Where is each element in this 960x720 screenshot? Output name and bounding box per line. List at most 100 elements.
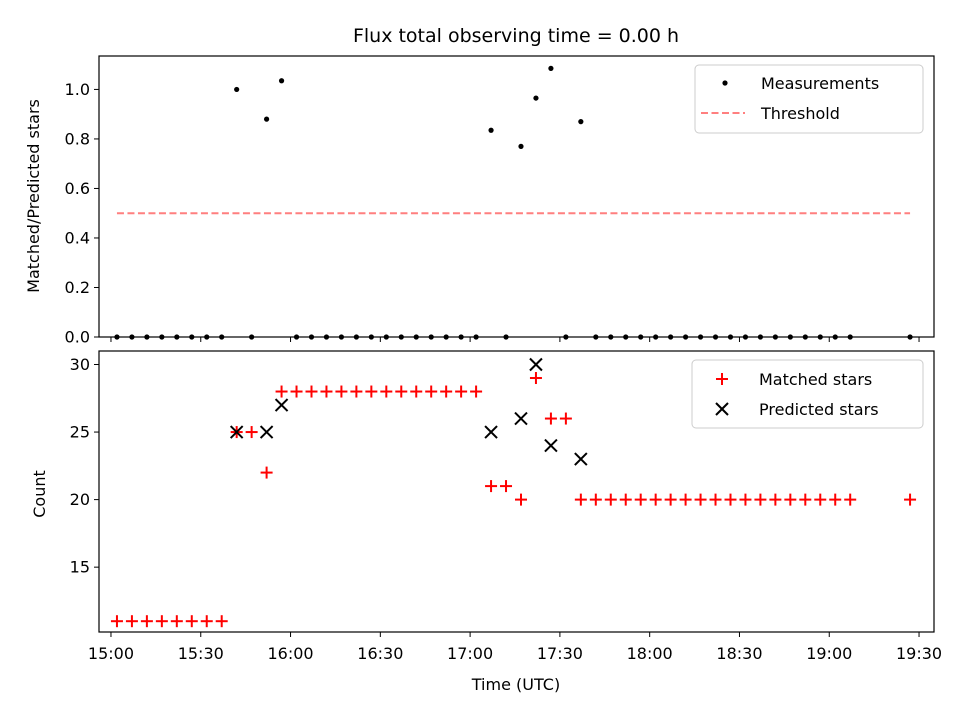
top-y-tick-label: 1.0 <box>65 80 90 99</box>
matched-star-point <box>425 385 438 398</box>
bottom-plot-marks <box>110 357 917 628</box>
matched-star-point <box>290 385 303 398</box>
matched-star-point <box>365 385 378 398</box>
matched-star-point <box>559 412 572 425</box>
matched-star-point <box>320 385 333 398</box>
legend-predicted-label: Predicted stars <box>759 400 879 419</box>
matched-star-point <box>275 385 288 398</box>
top-axes-frame <box>98 55 935 338</box>
matched-star-point <box>544 412 557 425</box>
top-legend: Measurements Threshold <box>694 64 924 134</box>
top-y-tick-label: 0.6 <box>65 179 90 198</box>
matched-star-point <box>904 493 917 506</box>
bottom-x-tick-label: 19:30 <box>896 644 942 663</box>
bottom-x-ticks: 15:00 15:30 16:00 16:30 17:00 17:30 18:00 18:30… <box>88 632 942 663</box>
top-y-ticks: 0.0 0.2 0.4 0.6 0.8 1.0 <box>65 80 99 347</box>
matched-star-point <box>529 372 542 385</box>
matched-star-point <box>380 385 393 398</box>
matched-star-point <box>455 385 468 398</box>
measurement-point <box>278 78 285 84</box>
legend-threshold-label: Threshold <box>760 104 840 123</box>
bottom-x-tick-label: 15:30 <box>178 644 224 663</box>
predicted-star-point <box>259 425 274 439</box>
bottom-y-tick-label: 30 <box>70 355 90 374</box>
matched-star-point <box>784 493 797 506</box>
bottom-y-tick-label: 20 <box>70 490 90 509</box>
matched-star-point <box>739 493 752 506</box>
top-panel: Flux total observing time = 0.00 h 0.00.… <box>24 25 935 347</box>
bottom-legend: Matched stars Predicted stars <box>691 359 924 429</box>
legend-matched-marker <box>716 373 728 385</box>
matched-star-point <box>155 615 168 628</box>
matched-star-point <box>814 493 827 506</box>
bottom-axes-frame <box>98 350 935 633</box>
matched-star-point <box>724 493 737 506</box>
matched-star-point <box>500 480 513 493</box>
bottom-x-tick-label: 16:00 <box>267 644 313 663</box>
matched-star-point <box>829 493 842 506</box>
bottom-x-tick-label: 19:00 <box>806 644 852 663</box>
bottom-x-axis-label: Time (UTC) <box>471 675 560 694</box>
legend-measurements-label: Measurements <box>761 74 879 93</box>
matched-star-point <box>769 493 782 506</box>
top-x-ticks <box>110 337 920 342</box>
legend-measurements-marker <box>722 80 728 86</box>
matched-star-point <box>125 615 138 628</box>
matched-star-point <box>440 385 453 398</box>
matched-star-point <box>470 385 483 398</box>
measurement-point <box>518 143 524 149</box>
predicted-star-point <box>529 357 543 372</box>
matched-star-point <box>634 493 647 506</box>
bottom-legend-box <box>691 359 924 429</box>
matched-star-point <box>185 615 198 628</box>
bottom-x-tick-label: 17:30 <box>537 644 583 663</box>
predicted-star-point <box>544 438 558 453</box>
matched-star-point <box>170 615 183 628</box>
legend-matched-label: Matched stars <box>759 370 872 389</box>
matched-star-point <box>410 385 423 398</box>
bottom-x-tick-label: 18:00 <box>627 644 673 663</box>
matched-star-point <box>200 615 213 628</box>
matched-star-point <box>799 493 812 506</box>
matched-star-point <box>844 493 857 506</box>
matched-star-point <box>110 615 123 628</box>
top-y-tick-label: 0.2 <box>65 278 90 297</box>
legend-predicted-marker <box>715 402 729 416</box>
matched-star-point <box>350 385 363 398</box>
matched-star-point <box>589 493 602 506</box>
matched-star-point <box>245 426 258 439</box>
predicted-star-point <box>574 452 588 466</box>
matched-star-point <box>664 493 677 506</box>
measurement-point <box>548 65 554 71</box>
top-y-axis-label: Matched/Predicted stars <box>24 99 43 293</box>
matched-star-point <box>485 480 498 493</box>
bottom-x-tick-label: 16:30 <box>357 644 403 663</box>
matched-star-point <box>754 493 767 506</box>
measurement-point <box>578 119 584 125</box>
matched-star-point <box>335 385 348 398</box>
matched-star-point <box>679 493 692 506</box>
measurement-point <box>263 116 270 122</box>
bottom-x-tick-label: 18:30 <box>716 644 762 663</box>
measurement-point <box>488 127 494 133</box>
matched-star-point <box>305 385 318 398</box>
matched-star-point <box>260 466 273 479</box>
bottom-x-tick-label: 15:00 <box>88 644 134 663</box>
matched-star-point <box>694 493 707 506</box>
bottom-y-axis-label: Count <box>30 470 49 518</box>
matched-star-point <box>709 493 722 506</box>
bottom-y-tick-label: 15 <box>70 558 90 577</box>
predicted-star-point <box>274 398 289 412</box>
predicted-star-point <box>484 425 498 439</box>
top-y-tick-label: 0.8 <box>65 129 90 148</box>
measurement-point <box>533 95 539 101</box>
matched-star-point <box>619 493 632 506</box>
matched-star-point <box>514 493 527 506</box>
top-legend-box <box>694 64 924 134</box>
bottom-y-tick-label: 25 <box>70 423 90 442</box>
measurement-point <box>234 86 240 93</box>
bottom-x-tick-label: 17:00 <box>447 644 493 663</box>
matched-star-point <box>395 385 408 398</box>
